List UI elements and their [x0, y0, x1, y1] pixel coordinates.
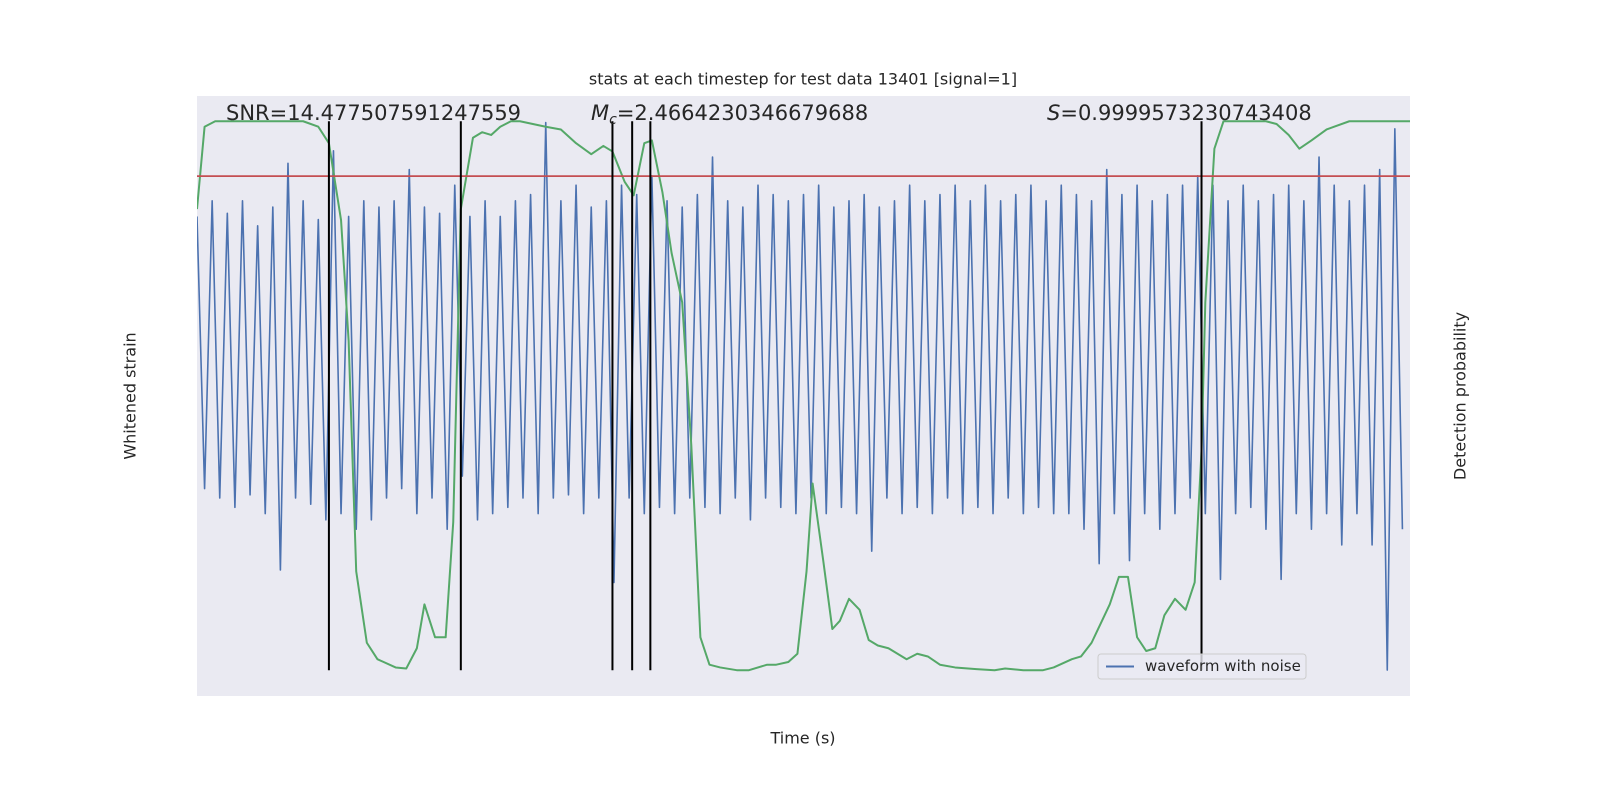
- legend: waveform with noise: [1097, 653, 1307, 680]
- annotation: S=0.9999573230743408: [1047, 101, 1312, 125]
- legend-box: [1097, 653, 1307, 680]
- chart-title: stats at each timestep for test data 134…: [589, 70, 1017, 89]
- annotation-text: =0.9999573230743408: [1060, 101, 1311, 125]
- annotation-symbol: M: [591, 101, 609, 125]
- y-axis-label: Whitened strain: [121, 332, 140, 459]
- annotation: SNR=14.477507591247559: [226, 101, 521, 125]
- annotation-text: =2.4664230346679688: [617, 101, 868, 125]
- annotation-text: SNR=14.477507591247559: [226, 101, 521, 125]
- x-axis-label: Time (s): [769, 729, 835, 748]
- annotation-symbol: S: [1047, 101, 1060, 125]
- legend-label: waveform with noise: [1145, 657, 1301, 675]
- annotation-subscript: c: [609, 112, 617, 128]
- series-line: [197, 120, 1410, 672]
- annotation: Mc=2.4664230346679688: [591, 101, 868, 128]
- y2-axis-label: Detection probability: [1451, 312, 1470, 480]
- plot-marks: [197, 120, 1410, 672]
